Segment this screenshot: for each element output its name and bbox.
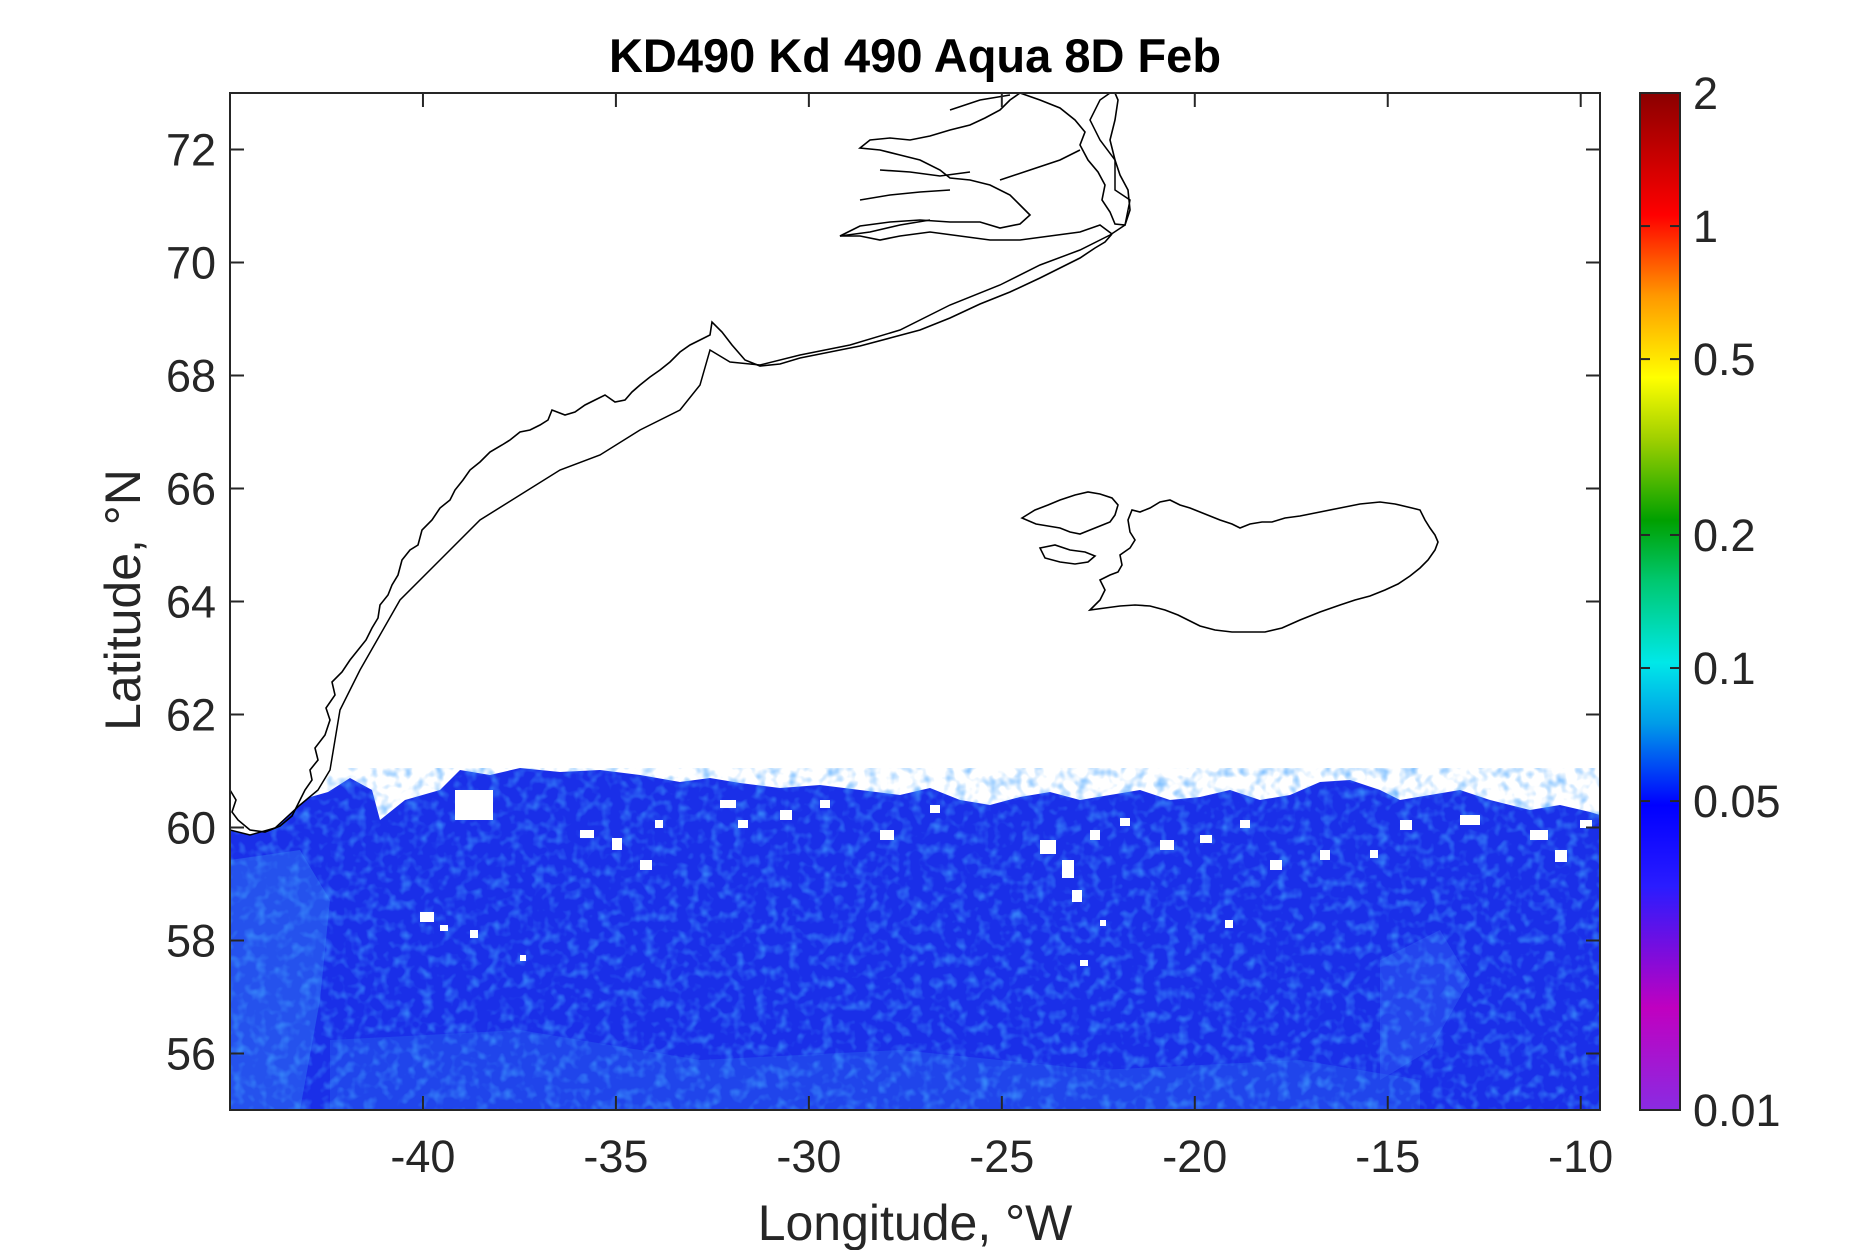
y-tick-label: 58 <box>166 916 216 967</box>
coastlines <box>229 92 1439 833</box>
colorbar-ticks: 0.01 0.05 0.1 0.2 0.5 1 2 <box>1640 68 1781 1136</box>
y-axis-label: Latitude, °N <box>95 469 151 731</box>
colorbar <box>1639 92 1681 1111</box>
fjord-coastline <box>839 92 1113 241</box>
y-axis-ticks <box>230 148 1600 1055</box>
y-tick-label: 66 <box>166 464 216 515</box>
x-tick-label: -30 <box>776 1131 841 1182</box>
colorbar-tick-label: 0.1 <box>1693 643 1756 694</box>
greenland-land-patch <box>230 93 1131 836</box>
greenland-coastline <box>229 233 1113 833</box>
chart-title: KD490 Kd 490 Aqua 8D Feb <box>609 29 1221 82</box>
x-tick-label: -40 <box>390 1131 455 1182</box>
colorbar-tick-label: 2 <box>1693 68 1718 119</box>
y-tick-label: 72 <box>166 125 216 176</box>
y-axis-tick-labels: 56 58 60 62 64 66 68 70 72 <box>166 125 216 1080</box>
colorbar-tick-label: 0.01 <box>1693 1085 1781 1136</box>
iceland-coastline <box>1087 499 1439 633</box>
kd490-texture <box>230 768 1600 1110</box>
colorbar-tick-label: 0.05 <box>1693 776 1781 827</box>
colorbar-tick-label: 1 <box>1693 201 1718 252</box>
y-tick-label: 60 <box>166 803 216 854</box>
colorbar-tick-label: 0.5 <box>1693 334 1756 385</box>
x-tick-label: -25 <box>969 1131 1034 1182</box>
x-tick-label: -15 <box>1355 1131 1420 1182</box>
x-axis-tick-labels: -40 -35 -30 -25 -20 -15 -10 <box>390 1131 1613 1182</box>
colorbar-tick-label: 0.2 <box>1693 510 1756 561</box>
x-tick-label: -35 <box>583 1131 648 1182</box>
y-tick-label: 64 <box>166 577 216 628</box>
y-tick-label: 56 <box>166 1029 216 1080</box>
x-axis-ticks <box>421 93 1582 1110</box>
kd490-data-layer <box>230 93 1600 1110</box>
no-data-gaps <box>420 790 1592 966</box>
x-tick-label: -10 <box>1548 1131 1613 1182</box>
fjord-coastline <box>1019 92 1131 226</box>
y-tick-label: 70 <box>166 238 216 289</box>
x-tick-label: -20 <box>1162 1131 1227 1182</box>
fjord-coastline <box>839 94 1081 237</box>
iceland-coastline <box>1020 491 1119 565</box>
x-axis-label: Longitude, °W <box>758 1195 1073 1250</box>
y-tick-label: 68 <box>166 351 216 402</box>
y-tick-label: 62 <box>166 690 216 741</box>
